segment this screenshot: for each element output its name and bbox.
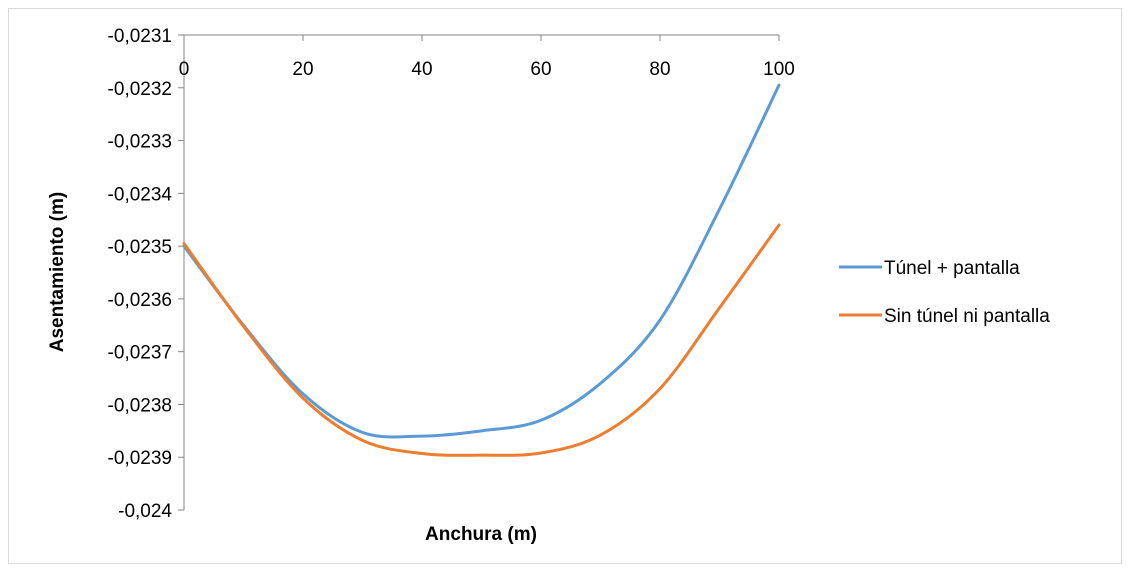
series-line-1 [182,83,781,439]
y-tick-label: -0,0236 [108,290,172,311]
y-tick-label: -0,0238 [108,395,172,416]
series-line-2 [182,223,781,457]
y-tick-label: -0,0233 [108,132,172,153]
legend-label-1: Túnel + pantalla [884,258,1020,279]
y-tick-label: -0,0237 [108,343,172,364]
x-tick-label: 60 [530,59,551,80]
legend-label-2: Sin túnel ni pantalla [884,306,1050,327]
legend: Túnel + pantalla Sin túnel ni pantalla [839,258,1050,327]
x-tick-label: 0 [179,59,190,80]
series-layer [182,83,781,457]
x-tick-label: 80 [649,59,670,80]
x-tick-label: 20 [292,59,313,80]
y-tick-label: -0,024 [118,501,172,522]
x-tick-label: 40 [411,59,432,80]
y-tick-label: -0,0234 [108,184,173,205]
y-tick-label: -0,0235 [108,237,172,258]
x-axis-title: Anchura (m) [425,524,537,545]
y-tick-label: -0,0231 [108,26,172,47]
x-axis: 0 20 40 60 80 100 [179,34,795,80]
y-tick-label: -0,0239 [108,448,172,469]
y-axis: -0,0231 -0,0232 -0,0233 -0,0234 -0,0235 -0,02… [108,26,185,522]
chart-frame [8,8,1122,564]
y-axis-title: Asentamiento (m) [47,192,68,352]
y-tick-label: -0,0232 [108,79,172,100]
x-tick-label: 100 [763,59,795,80]
